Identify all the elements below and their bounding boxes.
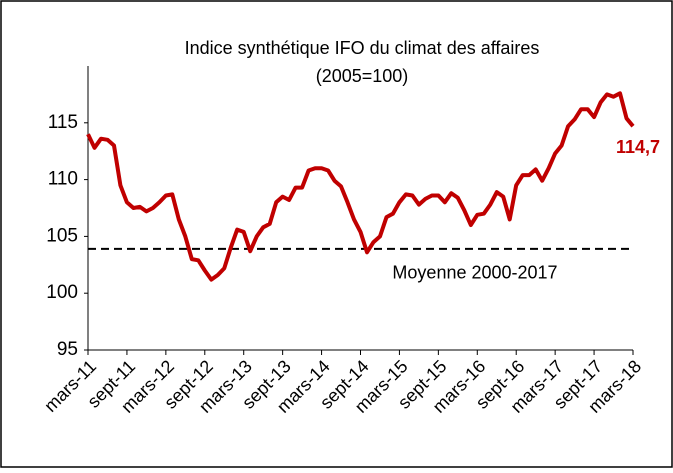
reference-label: Moyenne 2000-2017: [392, 263, 557, 283]
value-label: 114,7: [616, 137, 660, 157]
y-tick-label: 105: [46, 225, 78, 246]
y-tick-label: 95: [57, 339, 78, 360]
data-line: [86, 91, 635, 282]
chart-subtitle: (2005=100): [316, 66, 409, 86]
y-tick-label: 100: [46, 282, 78, 303]
y-tick-label: 110: [48, 169, 78, 190]
y-tick-label: 115: [48, 112, 78, 133]
chart-title: Indice synthétique IFO du climat des aff…: [185, 38, 540, 58]
